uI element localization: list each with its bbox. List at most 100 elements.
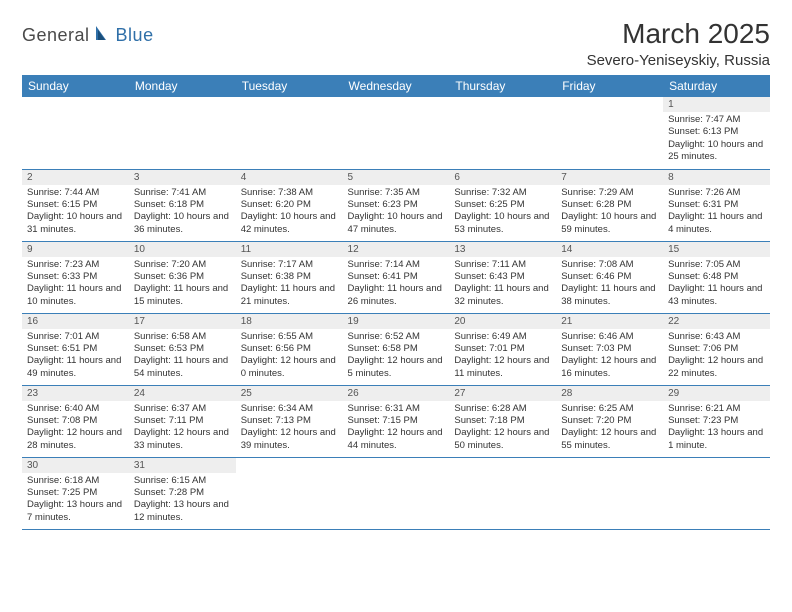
sunrise-text: Sunrise: 6:18 AM [27, 475, 124, 487]
sunrise-text: Sunrise: 6:15 AM [134, 475, 231, 487]
calendar-day-cell: 2Sunrise: 7:44 AMSunset: 6:15 PMDaylight… [22, 169, 129, 241]
weekday-header-row: SundayMondayTuesdayWednesdayThursdayFrid… [22, 75, 770, 97]
calendar-day-cell: 4Sunrise: 7:38 AMSunset: 6:20 PMDaylight… [236, 169, 343, 241]
sunrise-text: Sunrise: 7:35 AM [348, 187, 445, 199]
calendar-day-cell: 9 Sunrise: 7:23 AMSunset: 6:33 PMDaylight… [22, 241, 129, 313]
day-number: 31 [129, 458, 236, 473]
day-number: 20 [449, 314, 556, 329]
daylight-text: Daylight: 13 hours and 7 minutes. [27, 499, 124, 524]
day-number: 18 [236, 314, 343, 329]
daylight-text: Daylight: 10 hours and 31 minutes. [27, 211, 124, 236]
calendar-day-cell: 18Sunrise: 6:55 AMSunset: 6:56 PMDayligh… [236, 313, 343, 385]
day-number: 13 [449, 242, 556, 257]
day-number: 2 [22, 170, 129, 185]
daylight-text: Daylight: 11 hours and 10 minutes. [27, 283, 124, 308]
sunset-text: Sunset: 6:36 PM [134, 271, 231, 283]
day-number: 24 [129, 386, 236, 401]
calendar-day-cell: 10Sunrise: 7:20 AMSunset: 6:36 PMDayligh… [129, 241, 236, 313]
calendar-week-row: 9Sunrise: 7:23 AMSunset: 6:33 PMDaylight… [22, 241, 770, 313]
calendar-empty-cell [129, 97, 236, 169]
sunrise-text: Sunrise: 6:21 AM [668, 403, 765, 415]
day-number: 8 [663, 170, 770, 185]
title-block: March 2025 Severo-Yeniseyskiy, Russia [587, 18, 770, 69]
calendar-day-cell: 11 Sunrise: 7:17 AMSunset: 6:38 PMDayligh… [236, 241, 343, 313]
sunset-text: Sunset: 6:33 PM [27, 271, 124, 283]
calendar-day-cell: 7Sunrise: 7:29 AMSunset: 6:28 PMDaylight… [556, 169, 663, 241]
sunrise-text: Sunrise: 6:55 AM [241, 331, 338, 343]
calendar-day-cell: 3Sunrise: 7:41 AMSunset: 6:18 PMDaylight… [129, 169, 236, 241]
calendar-day-cell: 21Sunrise: 6:46 AMSunset: 7:03 PMDayligh… [556, 313, 663, 385]
sunset-text: Sunset: 7:20 PM [561, 415, 658, 427]
sunrise-text: Sunrise: 7:17 AM [241, 259, 338, 271]
calendar-day-cell: 5Sunrise: 7:35 AMSunset: 6:23 PMDaylight… [343, 169, 450, 241]
sunset-text: Sunset: 7:13 PM [241, 415, 338, 427]
calendar-empty-cell [556, 457, 663, 529]
sunset-text: Sunset: 6:18 PM [134, 199, 231, 211]
sunset-text: Sunset: 6:43 PM [454, 271, 551, 283]
calendar-table: SundayMondayTuesdayWednesdayThursdayFrid… [22, 75, 770, 530]
calendar-day-cell: 17Sunrise: 6:58 AMSunset: 6:53 PMDayligh… [129, 313, 236, 385]
day-number: 29 [663, 386, 770, 401]
calendar-day-cell: 20Sunrise: 6:49 AMSunset: 7:01 PMDayligh… [449, 313, 556, 385]
sunset-text: Sunset: 7:28 PM [134, 487, 231, 499]
sunrise-text: Sunrise: 6:40 AM [27, 403, 124, 415]
sunset-text: Sunset: 6:38 PM [241, 271, 338, 283]
daylight-text: Daylight: 12 hours and 11 minutes. [454, 355, 551, 380]
daylight-text: Daylight: 12 hours and 50 minutes. [454, 427, 551, 452]
sunrise-text: Sunrise: 7:26 AM [668, 187, 765, 199]
daylight-text: Daylight: 12 hours and 44 minutes. [348, 427, 445, 452]
daylight-text: Daylight: 12 hours and 5 minutes. [348, 355, 445, 380]
day-number: 5 [343, 170, 450, 185]
location-text: Severo-Yeniseyskiy, Russia [587, 52, 770, 69]
calendar-empty-cell [236, 457, 343, 529]
calendar-empty-cell [449, 97, 556, 169]
calendar-day-cell: 1Sunrise: 7:47 AMSunset: 6:13 PMDaylight… [663, 97, 770, 169]
sunrise-text: Sunrise: 6:31 AM [348, 403, 445, 415]
daylight-text: Daylight: 12 hours and 39 minutes. [241, 427, 338, 452]
calendar-day-cell: 27Sunrise: 6:28 AMSunset: 7:18 PMDayligh… [449, 385, 556, 457]
daylight-text: Daylight: 11 hours and 4 minutes. [668, 211, 765, 236]
daylight-text: Daylight: 10 hours and 25 minutes. [668, 139, 765, 164]
header: General Blue March 2025 Severo-Yeniseysk… [22, 18, 770, 69]
daylight-text: Daylight: 11 hours and 38 minutes. [561, 283, 658, 308]
sunset-text: Sunset: 6:51 PM [27, 343, 124, 355]
day-number: 12 [343, 242, 450, 257]
weekday-header: Monday [129, 75, 236, 97]
day-number: 11 [236, 242, 343, 257]
sunrise-text: Sunrise: 6:58 AM [134, 331, 231, 343]
sunset-text: Sunset: 7:06 PM [668, 343, 765, 355]
sunrise-text: Sunrise: 6:25 AM [561, 403, 658, 415]
calendar-day-cell: 16Sunrise: 7:01 AMSunset: 6:51 PMDayligh… [22, 313, 129, 385]
sunset-text: Sunset: 6:46 PM [561, 271, 658, 283]
daylight-text: Daylight: 11 hours and 21 minutes. [241, 283, 338, 308]
day-number: 25 [236, 386, 343, 401]
day-number: 9 [22, 242, 129, 257]
calendar-day-cell: 6Sunrise: 7:32 AMSunset: 6:25 PMDaylight… [449, 169, 556, 241]
calendar-week-row: 2Sunrise: 7:44 AMSunset: 6:15 PMDaylight… [22, 169, 770, 241]
sunset-text: Sunset: 6:41 PM [348, 271, 445, 283]
day-number: 15 [663, 242, 770, 257]
sunrise-text: Sunrise: 6:28 AM [454, 403, 551, 415]
calendar-day-cell: 25Sunrise: 6:34 AMSunset: 7:13 PMDayligh… [236, 385, 343, 457]
calendar-empty-cell [663, 457, 770, 529]
day-number: 30 [22, 458, 129, 473]
daylight-text: Daylight: 11 hours and 54 minutes. [134, 355, 231, 380]
sunset-text: Sunset: 6:31 PM [668, 199, 765, 211]
sunset-text: Sunset: 7:11 PM [134, 415, 231, 427]
sunrise-text: Sunrise: 7:08 AM [561, 259, 658, 271]
calendar-day-cell: 31Sunrise: 6:15 AMSunset: 7:28 PMDayligh… [129, 457, 236, 529]
day-number: 1 [663, 97, 770, 112]
daylight-text: Daylight: 12 hours and 33 minutes. [134, 427, 231, 452]
calendar-day-cell: 15Sunrise: 7:05 AMSunset: 6:48 PMDayligh… [663, 241, 770, 313]
sunrise-text: Sunrise: 7:38 AM [241, 187, 338, 199]
daylight-text: Daylight: 11 hours and 49 minutes. [27, 355, 124, 380]
sunrise-text: Sunrise: 7:23 AM [27, 259, 124, 271]
logo-text-blue: Blue [116, 25, 154, 46]
calendar-body: 1Sunrise: 7:47 AMSunset: 6:13 PMDaylight… [22, 97, 770, 529]
day-number: 14 [556, 242, 663, 257]
daylight-text: Daylight: 11 hours and 32 minutes. [454, 283, 551, 308]
weekday-header: Tuesday [236, 75, 343, 97]
calendar-empty-cell [343, 457, 450, 529]
day-number: 3 [129, 170, 236, 185]
weekday-header: Saturday [663, 75, 770, 97]
